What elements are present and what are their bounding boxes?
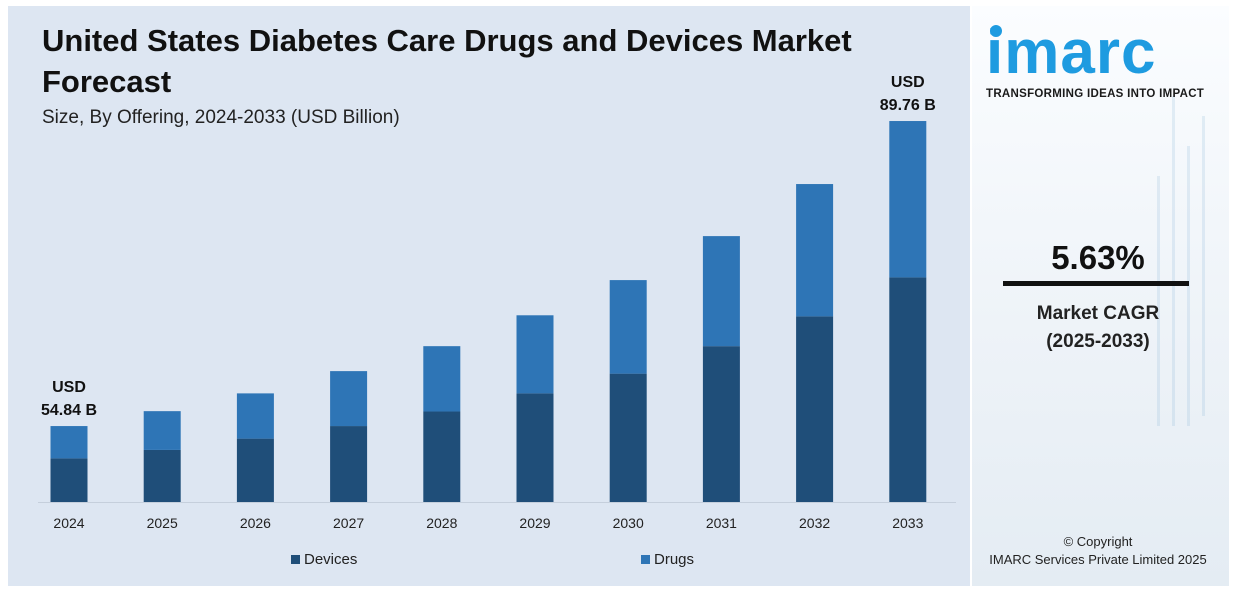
logo-dot [990,25,1002,37]
bar-drugs-2025 [143,411,181,450]
x-tick-label-2031: 2031 [706,515,737,531]
annotation-2033-0: USD [891,74,925,91]
bar-devices-2028 [423,411,461,502]
bar-devices-2033 [889,277,927,502]
chart-title: United States Diabetes Care Drugs and De… [42,23,852,99]
copyright: © Copyright IMARC Services Private Limit… [972,533,1224,569]
bar-drugs-2030 [609,280,647,374]
bar-devices-2029 [516,393,554,502]
legend-swatch-devices [291,555,300,564]
x-tick-label-2030: 2030 [613,515,644,531]
side-panel: imarc TRANSFORMING IDEAS INTO IMPACT 5.6… [972,6,1229,586]
bar-devices-2026 [236,438,274,502]
decorative-line [1202,116,1205,416]
cagr-value: 5.63% [1051,239,1145,276]
bar-chart: 2024 2025 2026 2027 2028 2029 2030 2031 2032 2033… [38,74,956,568]
logo-wordmark: imarc [986,18,1157,87]
logo-tagline: TRANSFORMING IDEAS INTO IMPACT [986,88,1205,100]
x-tick-label-2025: 2025 [147,515,178,531]
bar-devices-2031 [702,346,740,502]
x-tick-label-2026: 2026 [240,515,271,531]
annotation-2024-0: USD [52,379,86,396]
bar-drugs-2029 [516,315,554,394]
decorative-line [1172,96,1175,426]
x-tick-label-2024: 2024 [53,515,84,531]
imarc-logo: imarc TRANSFORMING IDEAS INTO IMPACT [986,18,1216,101]
bar-drugs-2024 [50,426,88,459]
annotation-2024-1: 54.84 B [41,402,97,419]
bar-devices-2030 [609,373,647,502]
decorative-line [1157,176,1160,426]
cagr-label-line2: (2025-2033) [1046,331,1150,352]
bar-devices-2032 [796,316,834,502]
bar-drugs-2032 [796,184,834,317]
bar-drugs-2033 [889,121,927,278]
bar-drugs-2031 [702,236,740,347]
annotation-2033-1: 89.76 B [880,97,936,114]
x-tick-label-2029: 2029 [519,515,550,531]
legend-swatch-drugs [641,555,650,564]
legend-label-drugs: Drugs [654,551,694,568]
bar-drugs-2027 [330,371,368,427]
cagr-label: Market CAGR (2025-2033) [972,300,1224,356]
bar-devices-2024 [50,458,88,502]
bar-drugs-2028 [423,346,461,412]
legend-label-devices: Devices [304,551,357,568]
x-tick-label-2028: 2028 [426,515,457,531]
decorative-line [1187,146,1190,426]
cagr-label-line1: Market CAGR [1036,303,1160,324]
bar-devices-2027 [330,426,368,502]
chart-subtitle: Size, By Offering, 2024-2033 (USD Billio… [42,107,400,128]
copyright-line2: IMARC Services Private Limited 2025 [989,552,1207,567]
bar-devices-2025 [143,449,181,502]
copyright-line1: © Copyright [1063,534,1133,549]
x-tick-label-2027: 2027 [333,515,364,531]
chart-panel: United States Diabetes Care Drugs and De… [8,6,970,586]
x-tick-label-2032: 2032 [799,515,830,531]
x-tick-label-2033: 2033 [892,515,923,531]
bar-drugs-2026 [236,393,274,439]
cagr-divider [1003,281,1189,286]
